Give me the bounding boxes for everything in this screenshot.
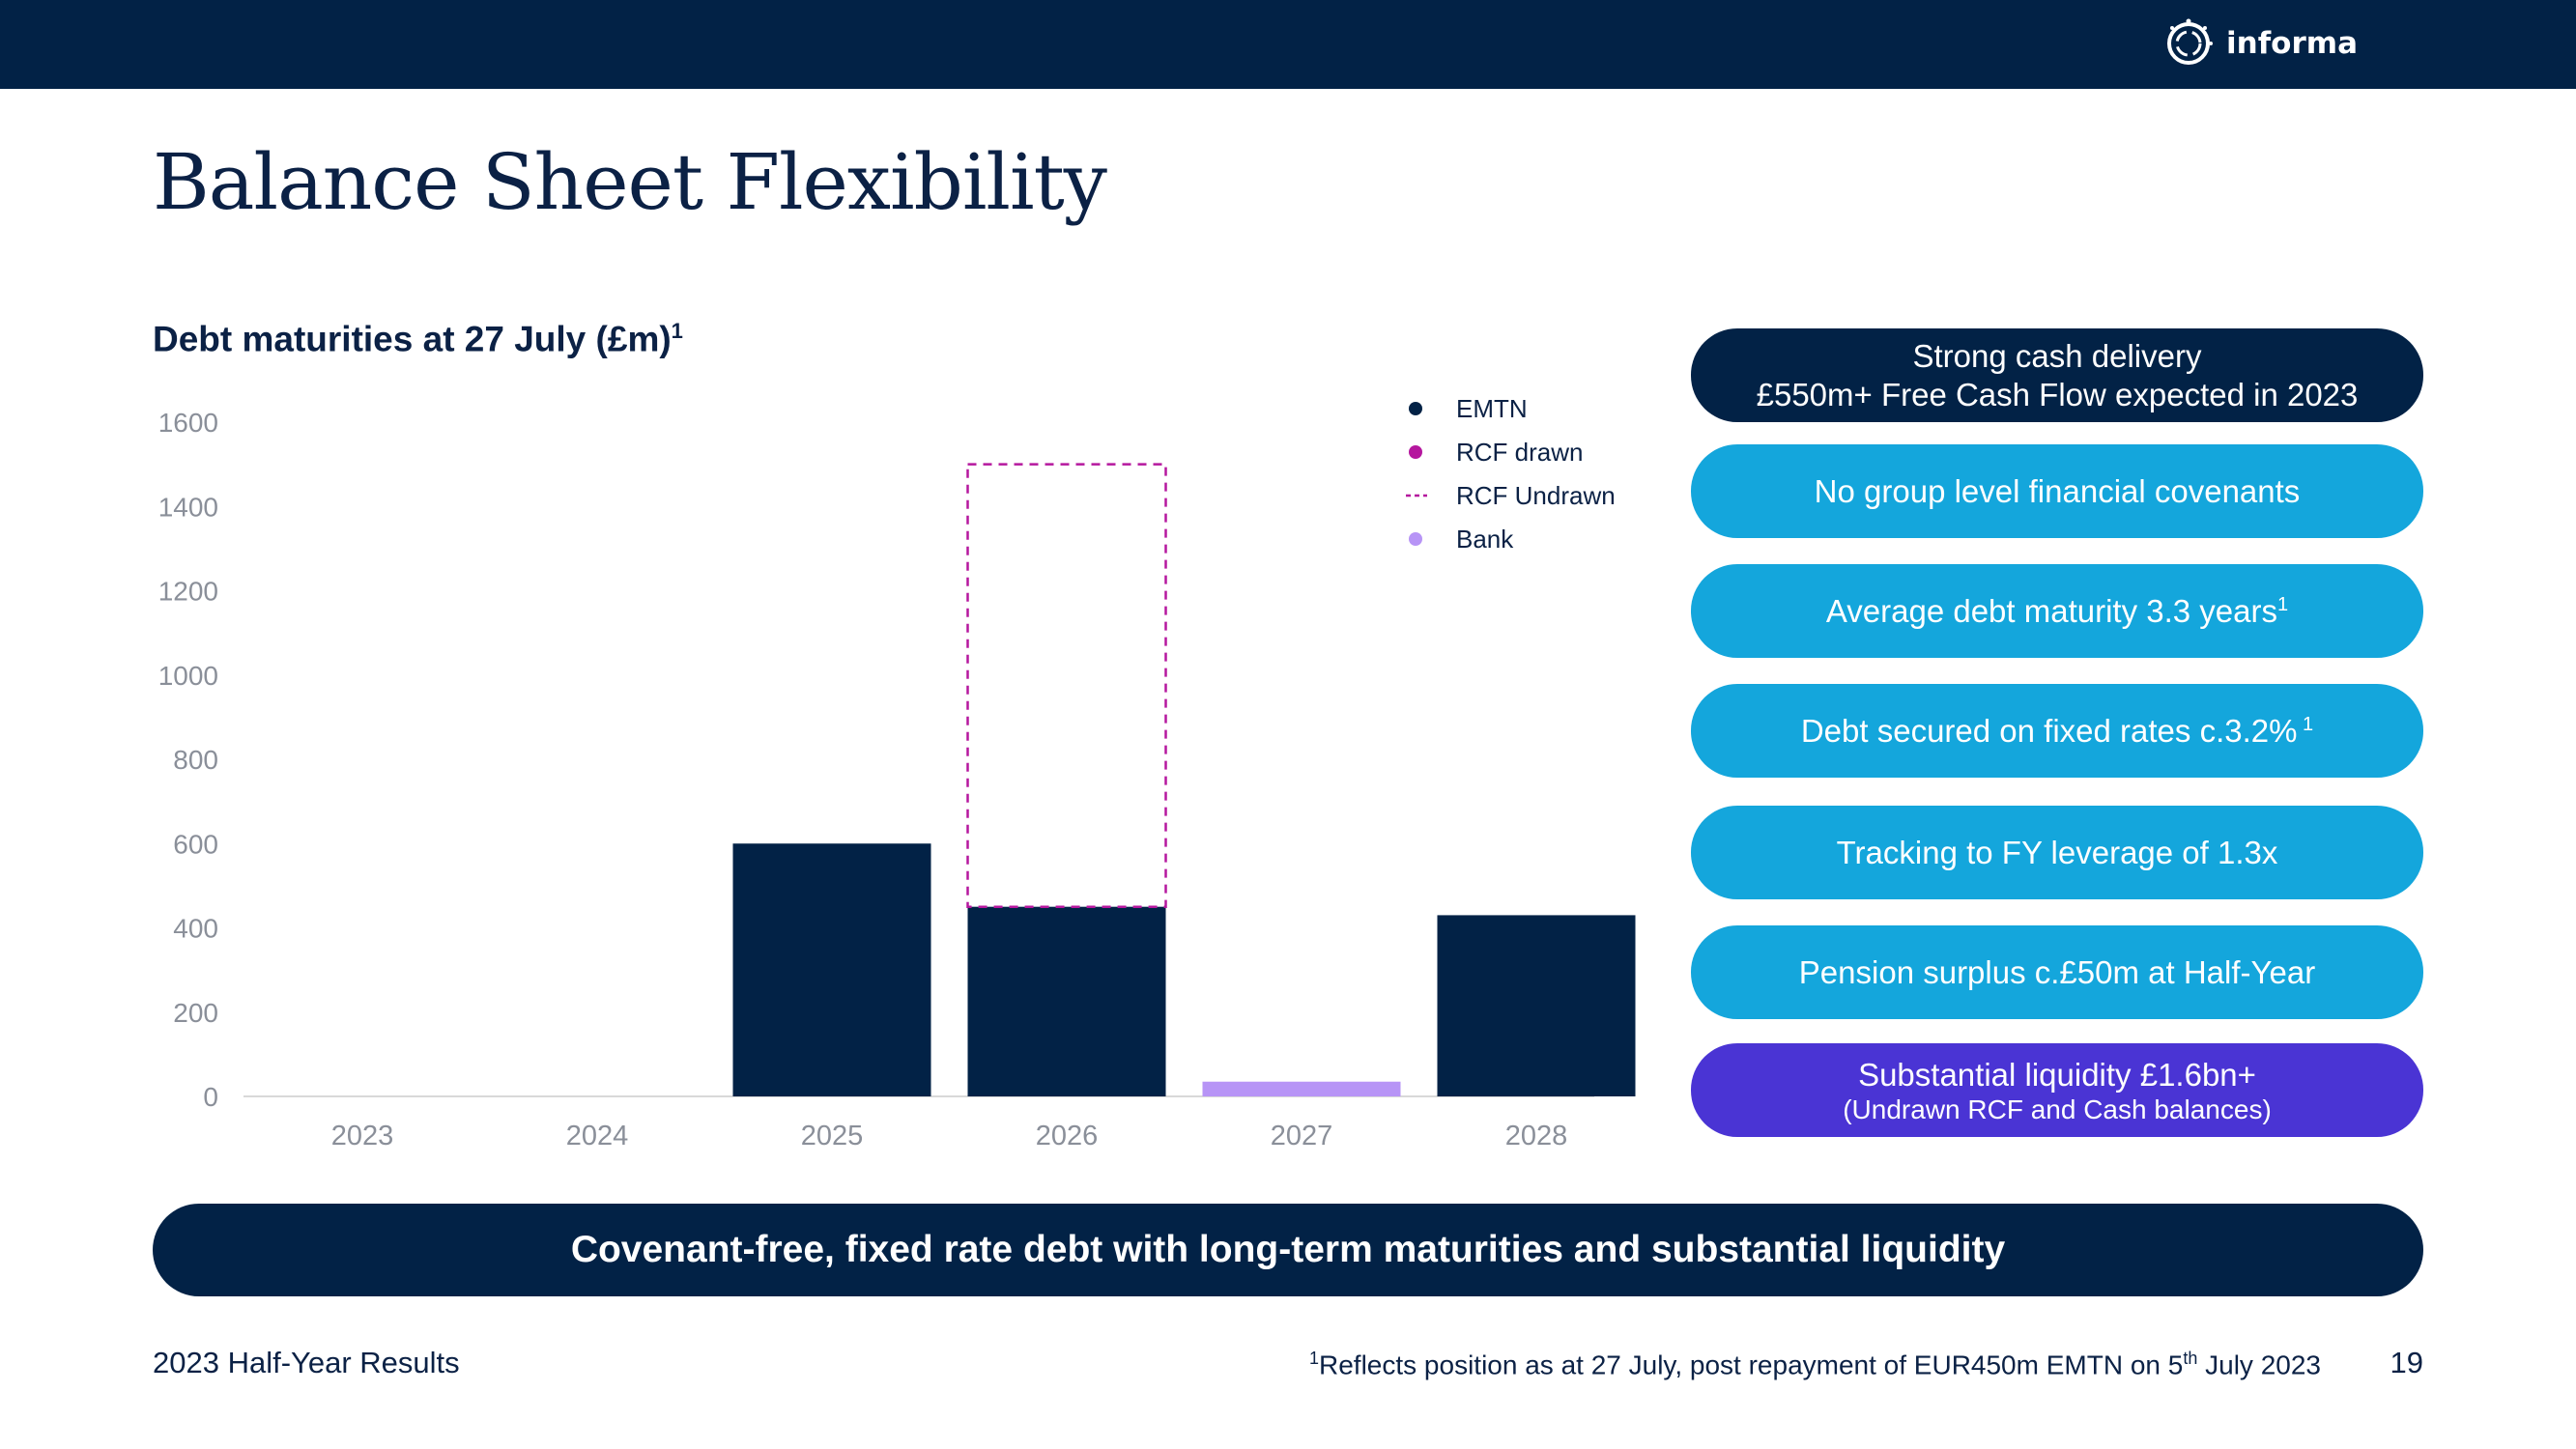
pill-strong-cash-line2: £550m+ Free Cash Flow expected in 2023 — [1756, 376, 2359, 412]
chart-heading-text: Debt maturities at 27 July (£m) — [153, 319, 672, 359]
pill-strong-cash-line1: Strong cash delivery — [1912, 337, 2202, 374]
bar-bank-2027 — [1202, 1081, 1401, 1096]
y-tick-label: 200 — [173, 998, 218, 1028]
bar-emtn-2028 — [1437, 915, 1636, 1096]
pill-liquidity: Substantial liquidity £1.6bn+ (Undrawn R… — [1691, 1043, 2423, 1137]
legend-label: EMTN — [1456, 394, 1528, 423]
footnote-text-b: July 2023 — [2197, 1350, 2321, 1380]
legend-marker-rcf-drawn — [1409, 445, 1422, 459]
informa-logo-icon — [2167, 18, 2213, 65]
pill-debt-maturity-sup: 1 — [2277, 593, 2289, 615]
legend-label: RCF Undrawn — [1456, 481, 1616, 510]
bar-emtn-2026 — [967, 906, 1166, 1096]
pill-leverage: Tracking to FY leverage of 1.3x — [1691, 806, 2423, 899]
x-tick-label: 2025 — [801, 1121, 864, 1151]
pill-fixed-rates-line: Debt secured on fixed rates c.3.2% 1 — [1801, 712, 2313, 751]
legend-label: RCF drawn — [1456, 438, 1583, 467]
pill-fixed-rates-sup: 1 — [2297, 713, 2314, 735]
x-tick-label: 2023 — [331, 1121, 394, 1151]
x-tick-label: 2024 — [566, 1121, 629, 1151]
pill-debt-maturity-text: Average debt maturity 3.3 years — [1825, 592, 2277, 629]
footnote-text-a: Reflects position as at 27 July, post re… — [1319, 1350, 2184, 1380]
chart-heading-sup: 1 — [671, 319, 683, 343]
y-tick-label: 600 — [173, 829, 218, 859]
footnote: 1Reflects position as at 27 July, post r… — [1309, 1349, 2321, 1380]
pill-fixed-rates-text: Debt secured on fixed rates c.3.2% — [1800, 712, 2298, 749]
y-tick-label: 1400 — [158, 492, 218, 522]
footnote-sup-th: th — [2183, 1349, 2198, 1368]
informa-logo: informa — [2162, 12, 2358, 75]
pill-covenants-text: No group level financial covenants — [1814, 472, 2301, 509]
pill-liquidity-line2: (Undrawn RCF and Cash balances) — [1843, 1094, 2272, 1124]
legend-label: Bank — [1456, 525, 1514, 554]
header-bar: informa — [0, 0, 2576, 89]
chart-heading: Debt maturities at 27 July (£m)1 — [153, 319, 683, 359]
bar-emtn-2025 — [732, 843, 931, 1096]
y-tick-label: 1600 — [158, 408, 218, 438]
pill-strong-cash: Strong cash delivery £550m+ Free Cash Fl… — [1691, 328, 2423, 422]
x-tick-label: 2026 — [1036, 1121, 1099, 1151]
pill-leverage-text: Tracking to FY leverage of 1.3x — [1836, 834, 2278, 870]
pill-covenants: No group level financial covenants — [1691, 444, 2423, 538]
bar-rcf-undrawn-2026 — [966, 463, 1167, 908]
page-number: 19 — [2390, 1346, 2423, 1379]
summary-banner: Covenant-free, fixed rate debt with long… — [153, 1204, 2423, 1296]
pill-pension-text: Pension surplus c.£50m at Half-Year — [1798, 953, 2316, 990]
x-tick-label: 2028 — [1505, 1121, 1568, 1151]
pill-pension: Pension surplus c.£50m at Half-Year — [1691, 925, 2423, 1019]
y-tick-label: 1200 — [158, 577, 218, 607]
page-title: Balance Sheet Flexibility — [153, 137, 1107, 227]
legend-marker-bank — [1409, 532, 1422, 546]
y-tick-label: 1000 — [158, 661, 218, 691]
pill-debt-maturity: Average debt maturity 3.3 years1 — [1691, 564, 2423, 658]
y-tick-label: 800 — [173, 745, 218, 775]
pill-debt-maturity-line: Average debt maturity 3.3 years1 — [1826, 592, 2288, 631]
debt-maturity-chart: 0 200 400 600 800 1000 1200 1400 1600 2023 2024 202… — [158, 394, 1636, 1151]
pill-fixed-rates: Debt secured on fixed rates c.3.2% 1 — [1691, 684, 2423, 778]
pill-liquidity-line1: Substantial liquidity £1.6bn+ — [1858, 1056, 2256, 1093]
legend-marker-emtn — [1409, 402, 1422, 415]
logo-text: informa — [2226, 26, 2358, 61]
y-tick-label: 400 — [173, 914, 218, 944]
y-tick-label: 0 — [203, 1082, 218, 1112]
footnote-marker: 1 — [1308, 1349, 1319, 1368]
x-tick-label: 2027 — [1271, 1121, 1333, 1151]
footer-report-name: 2023 Half-Year Results — [153, 1346, 460, 1379]
